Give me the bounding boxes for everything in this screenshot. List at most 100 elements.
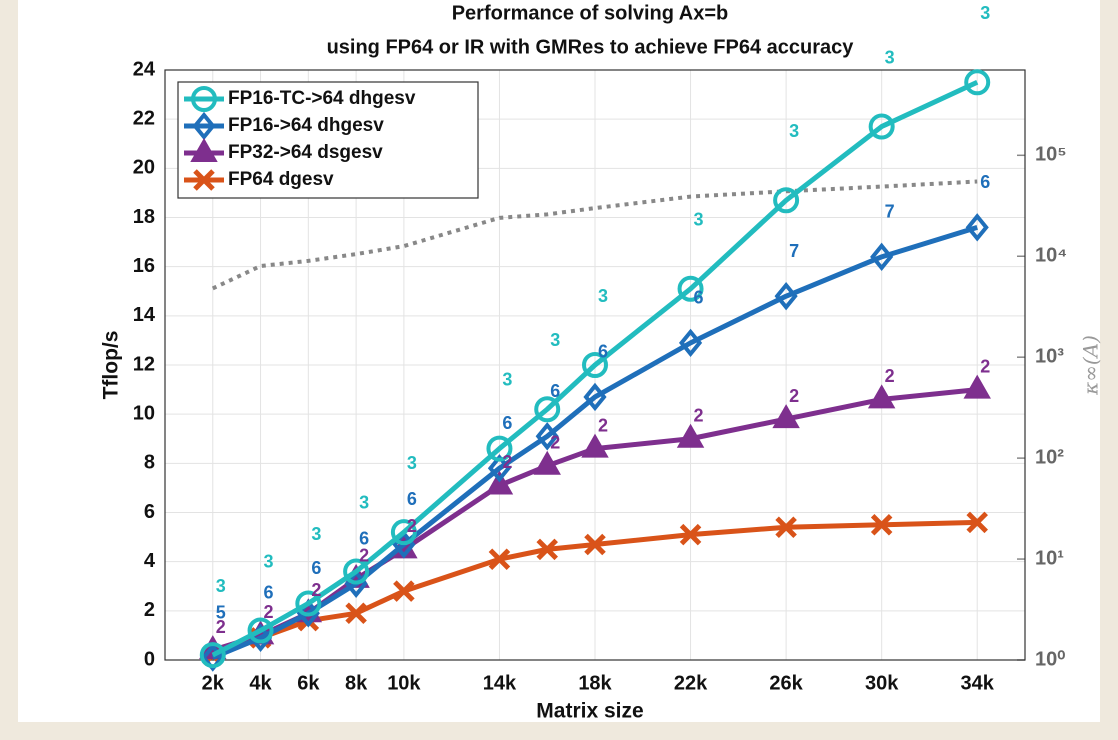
marker	[677, 275, 704, 302]
y-tick-label: 12	[133, 353, 155, 375]
y-tick-label: 14	[133, 304, 156, 326]
marker	[870, 514, 893, 536]
iteration-label: 6	[407, 489, 417, 509]
marker	[393, 580, 415, 602]
legend-label: FP16->64 dhgesv	[228, 115, 384, 136]
iteration-label: 6	[502, 413, 512, 433]
marker	[582, 352, 608, 378]
y-tick-label: 16	[133, 255, 155, 277]
iteration-label: 2	[598, 415, 608, 435]
y-tick-label: 6	[144, 501, 155, 523]
legend-marker	[193, 169, 215, 191]
iteration-label: 3	[264, 551, 274, 571]
legend-marker	[191, 86, 217, 112]
x-tick-label: 6k	[297, 672, 320, 694]
marker	[775, 516, 797, 539]
marker	[534, 396, 561, 423]
legend-label: FP64 dgesv	[228, 169, 334, 190]
iteration-label: 2	[359, 546, 369, 566]
y-tick-label: 24	[133, 58, 156, 80]
x-tick-label: 14k	[483, 672, 517, 694]
iteration-label: 3	[980, 3, 990, 23]
iteration-label: 3	[885, 47, 895, 67]
legend-box	[177, 81, 479, 199]
marker	[678, 328, 703, 358]
iteration-label: 6	[311, 558, 321, 578]
y-tick-label: 0	[144, 648, 155, 670]
iteration-label: 3	[359, 492, 369, 512]
marker	[485, 470, 514, 495]
iteration-label: 7	[789, 241, 799, 261]
x-tick-label: 34k	[961, 672, 995, 694]
chart-subtitle: using FP64 or IR with GMRes to achieve F…	[327, 36, 855, 58]
chart-title: Performance of solving Ax=b	[452, 2, 729, 24]
y-tick-label: 18	[133, 206, 155, 228]
iteration-label: 3	[216, 576, 226, 596]
iteration-label: 3	[502, 369, 512, 389]
y2-tick-label: 10³	[1035, 345, 1064, 367]
x-tick-label: 26k	[769, 672, 803, 694]
y-tick-label: 20	[133, 157, 155, 179]
marker	[199, 642, 226, 669]
marker	[345, 602, 367, 625]
iteration-label: 2	[216, 617, 226, 637]
y2-axis-label: κ∞(A)	[1079, 335, 1103, 396]
y2-tick-label: 10²	[1035, 446, 1064, 468]
iteration-label: 2	[694, 406, 704, 426]
iteration-label: 3	[694, 210, 704, 230]
y2-tick-label: 10¹	[1035, 547, 1064, 569]
marker	[584, 533, 606, 556]
marker	[343, 558, 370, 585]
iteration-label: 5	[216, 602, 226, 622]
iteration-label: 3	[550, 330, 560, 350]
marker	[679, 523, 702, 546]
iteration-label: 2	[550, 433, 560, 453]
iteration-label: 7	[885, 202, 895, 222]
x-tick-label: 30k	[865, 672, 899, 694]
plot-frame	[164, 69, 1026, 661]
marker	[772, 404, 800, 429]
marker	[583, 382, 607, 412]
iteration-label: 3	[407, 453, 417, 473]
y2-tick-label: 10⁰	[1035, 648, 1065, 670]
x-tick-label: 4k	[249, 672, 272, 694]
iteration-label: 3	[598, 286, 608, 306]
y-tick-label: 10	[133, 402, 155, 424]
iteration-label: 2	[311, 580, 321, 600]
legend-marker	[192, 111, 216, 141]
marker	[963, 374, 991, 399]
y2-tick-label: 10⁵	[1035, 144, 1067, 166]
iteration-label: 2	[502, 452, 512, 472]
iteration-label: 2	[264, 602, 274, 622]
marker	[581, 433, 609, 458]
legend-label: FP32->64 dsgesv	[228, 142, 383, 163]
x-tick-label: 2k	[202, 672, 225, 694]
x-tick-label: 18k	[578, 672, 612, 694]
y-tick-label: 2	[144, 599, 155, 621]
marker	[773, 187, 800, 214]
legend-label: FP16-TC->64 dhgesv	[228, 88, 416, 109]
iteration-label: 2	[407, 516, 417, 536]
marker	[247, 617, 274, 644]
marker	[676, 423, 705, 448]
iteration-label: 2	[980, 356, 990, 376]
x-axis-label: Matrix size	[536, 700, 643, 723]
marker	[488, 548, 511, 570]
iteration-label: 3	[311, 524, 321, 544]
iteration-label: 6	[598, 342, 608, 362]
marker	[536, 538, 558, 561]
iteration-label: 3	[789, 121, 799, 141]
iteration-label: 6	[550, 381, 560, 401]
marker	[487, 454, 512, 483]
marker	[486, 435, 513, 462]
y-axis-label: Tflop/s	[100, 331, 123, 400]
marker	[867, 384, 896, 409]
condition-line	[211, 179, 978, 291]
marker	[535, 422, 559, 451]
legend-marker	[190, 137, 218, 162]
y-tick-label: 4	[144, 550, 156, 572]
iteration-label: 6	[694, 288, 704, 308]
marker	[870, 242, 894, 271]
iteration-label: 6	[980, 172, 990, 192]
